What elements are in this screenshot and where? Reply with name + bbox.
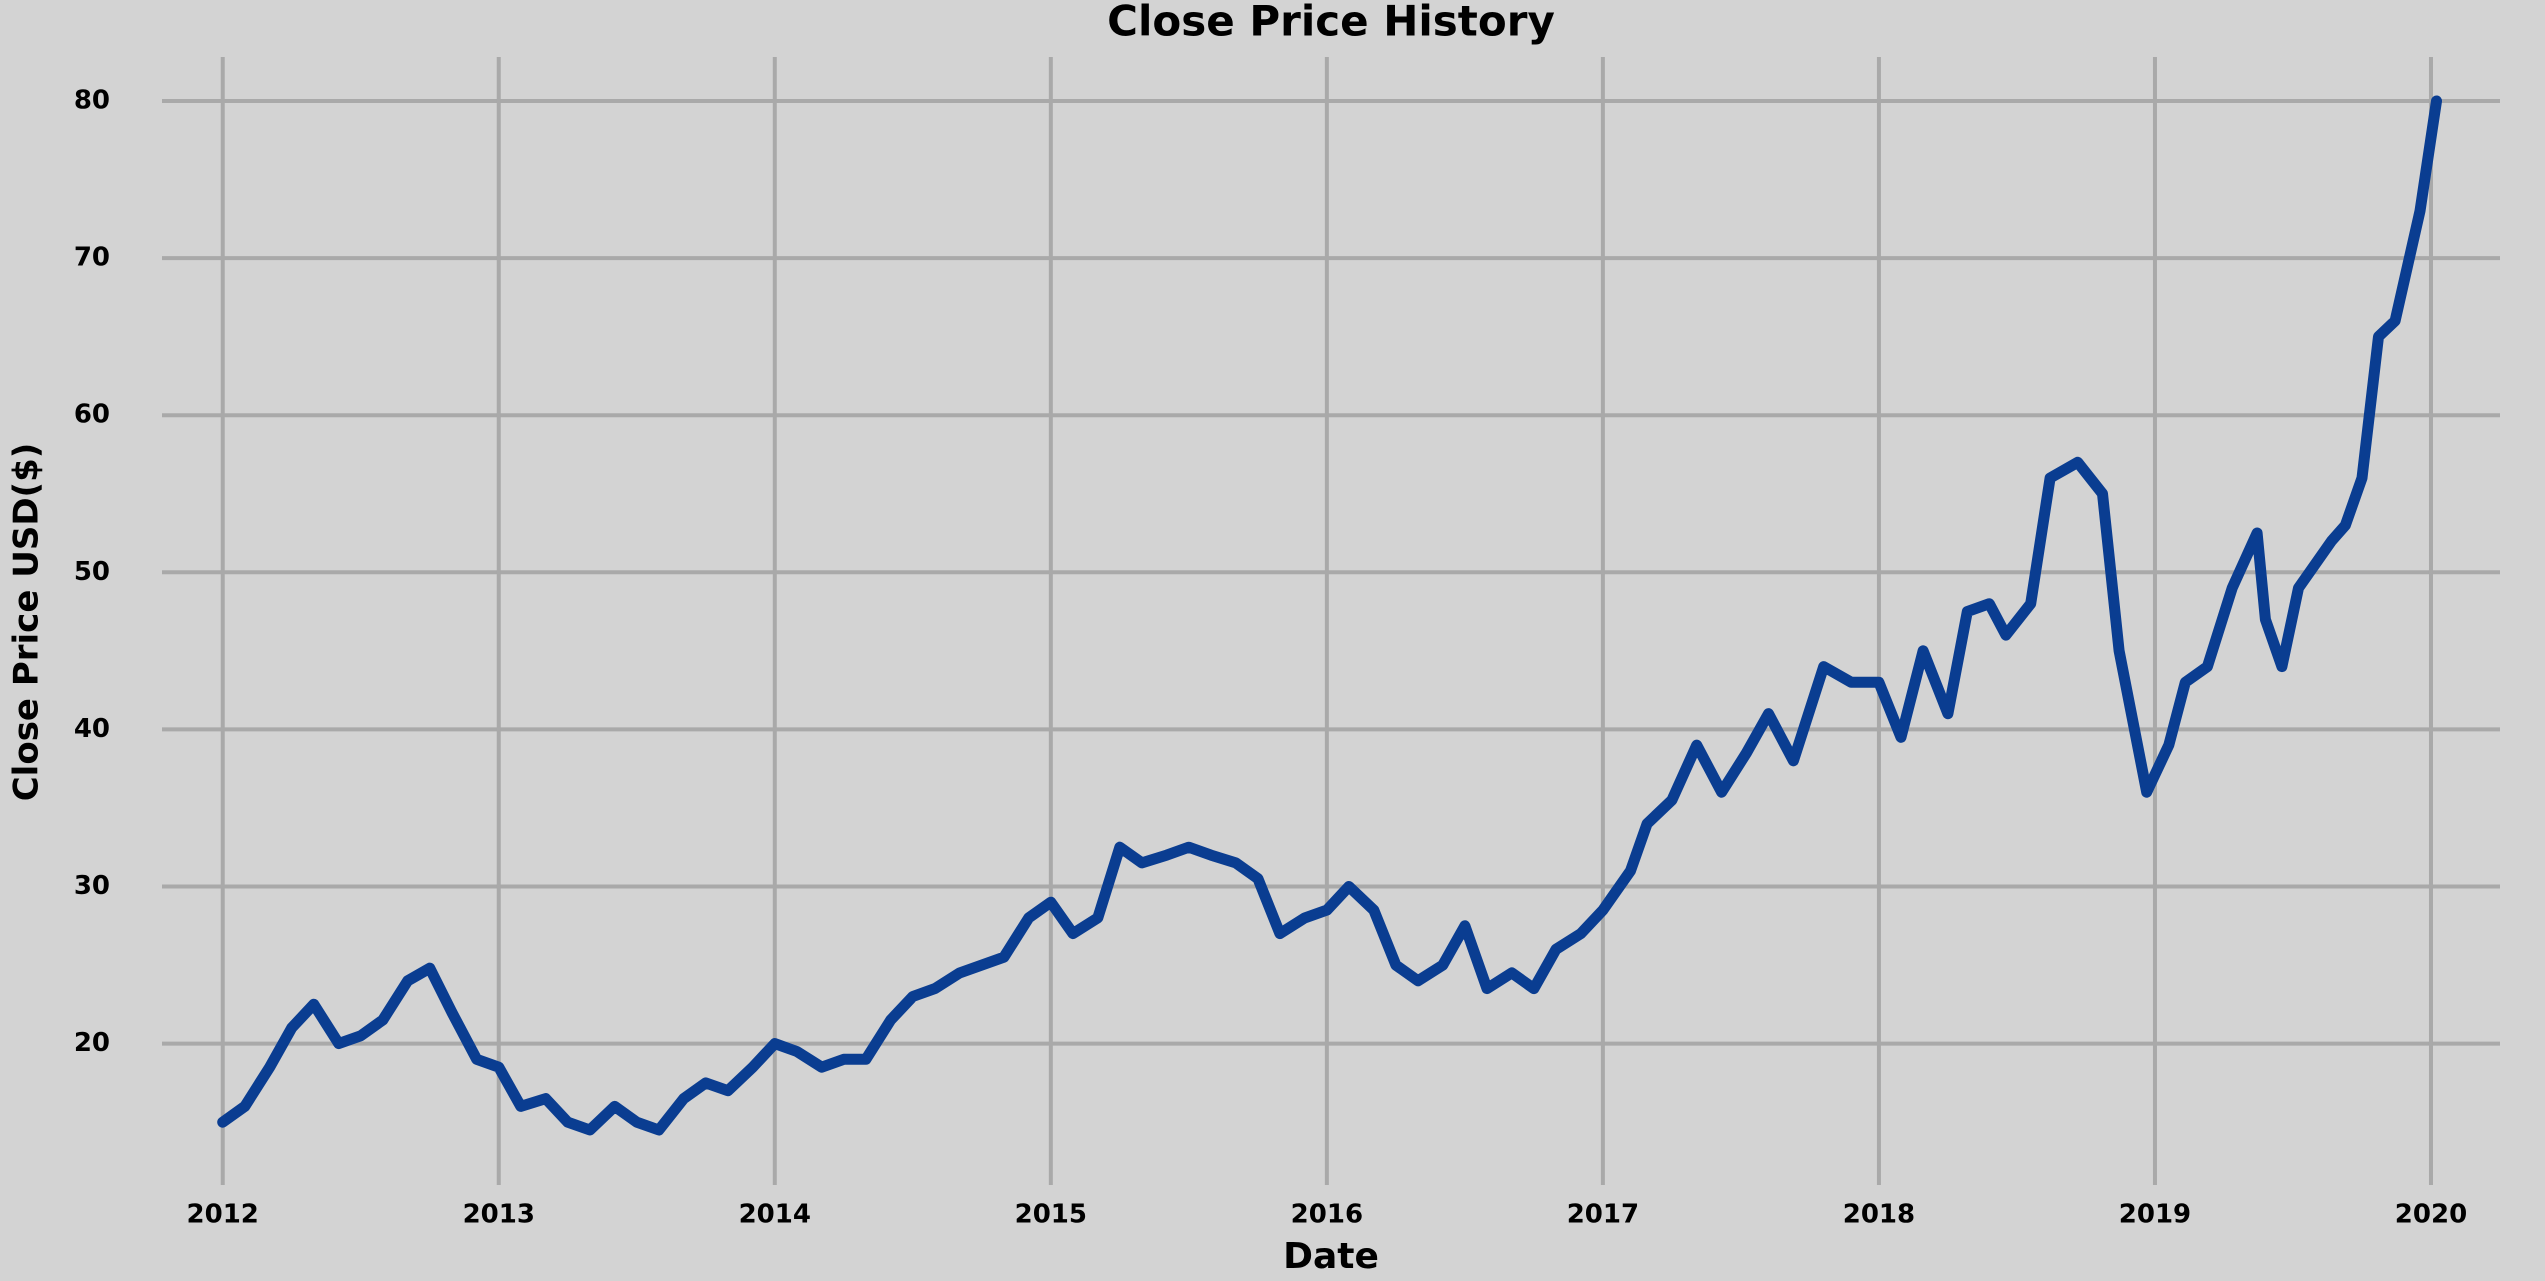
- price-line: [217, 95, 2442, 1136]
- y-tick-label: 60: [74, 400, 110, 430]
- x-tick-label: 2012: [187, 1200, 259, 1230]
- x-tick-label: 2013: [463, 1200, 535, 1230]
- x-tick-label: 2017: [1567, 1200, 1639, 1230]
- x-tick-label: 2015: [1015, 1200, 1087, 1230]
- x-tick-label: 2019: [2119, 1200, 2191, 1230]
- y-tick-label: 70: [74, 243, 110, 273]
- chart-title: Close Price History: [1107, 0, 1555, 46]
- x-axis-label: Date: [1283, 1236, 1379, 1277]
- y-tick-label: 80: [74, 85, 110, 115]
- y-axis-label: Close Price USD($): [7, 443, 47, 802]
- x-tick-label: 2018: [1843, 1200, 1915, 1230]
- y-tick-label: 30: [74, 871, 110, 901]
- y-tick-label: 40: [74, 714, 110, 744]
- y-tick-label: 50: [74, 557, 110, 587]
- x-tick-label: 2016: [1291, 1200, 1363, 1230]
- y-tick-label: 20: [74, 1028, 110, 1058]
- x-tick-label: 2020: [2395, 1200, 2467, 1230]
- x-tick-label: 2014: [739, 1200, 811, 1230]
